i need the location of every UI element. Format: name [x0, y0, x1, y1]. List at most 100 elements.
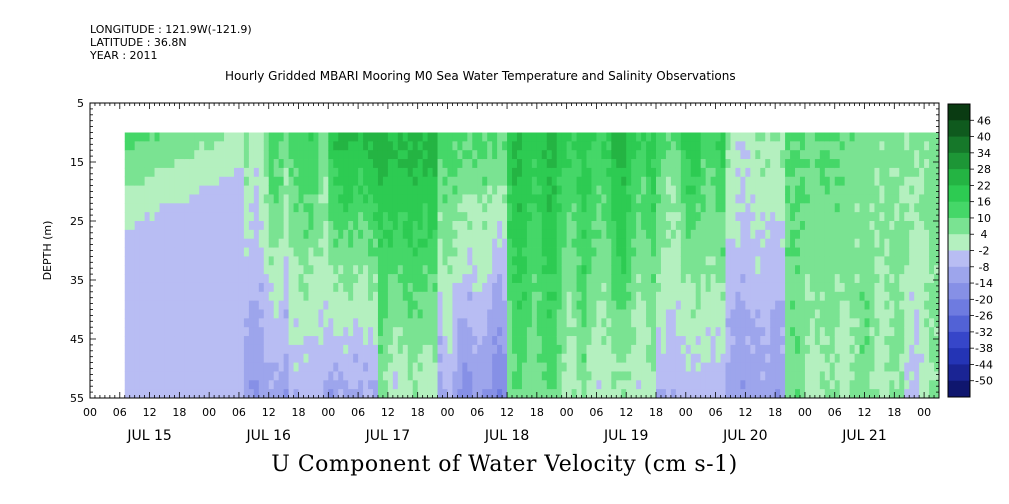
heatmap-cell — [308, 336, 314, 346]
heatmap-cell — [755, 362, 761, 372]
heatmap-cell — [596, 389, 602, 399]
heatmap-cell — [492, 256, 498, 266]
heatmap-cell — [695, 291, 702, 302]
heatmap-cell — [184, 353, 190, 363]
heatmap-cell — [670, 389, 677, 399]
heatmap-cell — [710, 212, 716, 222]
heatmap-cell — [685, 265, 692, 275]
heatmap-cell — [695, 194, 702, 204]
heatmap-cell — [631, 159, 637, 169]
heatmap-cell — [214, 132, 220, 142]
heatmap-cell — [720, 371, 726, 381]
heatmap-cell — [174, 212, 180, 222]
heatmap-cell — [457, 380, 463, 390]
heatmap-cell — [576, 194, 582, 204]
heatmap-cell — [238, 212, 245, 222]
heatmap-cell — [685, 185, 692, 195]
heatmap-cell — [174, 318, 180, 328]
heatmap-cell — [263, 353, 270, 363]
heatmap-cell — [179, 371, 185, 381]
heatmap-cell — [854, 265, 860, 275]
heatmap-cell — [546, 327, 553, 337]
heatmap-cell — [442, 291, 448, 302]
heatmap-cell — [204, 203, 210, 213]
heatmap-cell — [601, 256, 607, 266]
heatmap-cell — [829, 327, 836, 337]
heatmap-cell — [303, 176, 309, 186]
heatmap-cell — [790, 318, 796, 328]
heatmap-cell — [184, 256, 190, 266]
heatmap-cell — [899, 256, 905, 266]
heatmap-cell — [268, 247, 275, 257]
heatmap-cell — [273, 380, 280, 390]
heatmap-cell — [561, 362, 568, 372]
heatmap-cell — [695, 221, 702, 231]
heatmap-cell — [497, 247, 503, 257]
heatmap-cell — [338, 221, 344, 231]
heatmap-cell — [864, 291, 870, 302]
heatmap-cell — [139, 282, 146, 293]
heatmap-cell — [512, 291, 518, 302]
heatmap-cell — [219, 353, 225, 363]
heatmap-cell — [909, 344, 915, 355]
heatmap-cell — [174, 256, 180, 266]
heatmap-cell — [209, 167, 215, 178]
heatmap-cell — [377, 132, 384, 142]
heatmap-cell — [790, 327, 796, 337]
heatmap-cell — [293, 132, 299, 142]
heatmap-cell — [571, 274, 577, 284]
heatmap-cell — [596, 282, 602, 293]
heatmap-cell — [909, 318, 915, 328]
heatmap-cell — [616, 371, 622, 381]
heatmap-cell — [308, 309, 314, 319]
heatmap-cell — [546, 380, 553, 390]
heatmap-cell — [417, 300, 424, 310]
heatmap-cell — [194, 318, 200, 328]
heatmap-cell — [377, 229, 384, 240]
heatmap-cell — [715, 389, 721, 399]
heatmap-cell — [740, 238, 746, 248]
heatmap-cell — [278, 300, 285, 310]
heatmap-cell — [512, 212, 518, 222]
heatmap-cell — [238, 282, 245, 293]
heatmap-cell — [194, 229, 200, 240]
heatmap-cell — [243, 353, 250, 363]
heatmap-cell — [720, 265, 726, 275]
heatmap-cell — [283, 327, 289, 337]
heatmap-cell — [358, 176, 364, 186]
heatmap-cell — [636, 229, 642, 240]
heatmap-cell — [159, 336, 165, 346]
heatmap-cell — [442, 362, 448, 372]
heatmap-cell — [829, 132, 836, 142]
heatmap-cell — [129, 150, 136, 160]
heatmap-cell — [839, 344, 846, 355]
heatmap-cell — [616, 274, 622, 284]
heatmap-cell — [303, 229, 309, 240]
heatmap-cell — [536, 221, 543, 231]
heatmap-cell — [313, 221, 319, 231]
heatmap-cell — [502, 256, 508, 266]
heatmap-cell — [695, 203, 702, 213]
heatmap-cell — [844, 291, 851, 302]
heatmap-cell — [338, 282, 344, 293]
heatmap-cell — [606, 229, 612, 240]
heatmap-cell — [144, 309, 150, 319]
heatmap-cell — [819, 221, 826, 231]
heatmap-cell — [745, 159, 751, 169]
heatmap-cell — [392, 194, 399, 204]
heatmap-cell — [124, 141, 131, 151]
heatmap-cell — [556, 282, 563, 293]
heatmap-cell — [670, 167, 677, 178]
heatmap-cell — [909, 291, 915, 302]
heatmap-cell — [288, 300, 294, 310]
heatmap-cell — [571, 371, 577, 381]
heatmap-cell — [214, 238, 220, 248]
heatmap-cell — [516, 167, 523, 178]
heatmap-cell — [725, 229, 731, 240]
heatmap-cell — [904, 150, 910, 160]
heatmap-cell — [293, 274, 299, 284]
heatmap-cell — [849, 167, 855, 178]
heatmap-cell — [348, 159, 354, 169]
heatmap-cell — [660, 309, 667, 319]
heatmap-cell — [730, 309, 736, 319]
